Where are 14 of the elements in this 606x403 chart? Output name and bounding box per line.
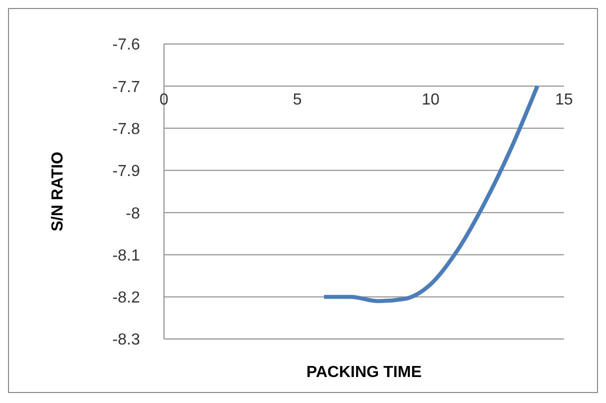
x-tick-label: 5 (292, 91, 302, 108)
x-tick-label: 10 (422, 91, 440, 108)
y-tick-label: -8.1 (112, 247, 140, 264)
x-axis-title: PACKING TIME (306, 364, 422, 381)
y-tick-label: -7.8 (112, 120, 140, 138)
x-tick-label: 15 (555, 91, 573, 108)
y-tick-label: -7.9 (112, 163, 140, 180)
y-tick-label: -8.3 (112, 332, 140, 349)
y-tick-label: -8.2 (112, 290, 140, 307)
y-axis-title: S/N RATIO (50, 152, 67, 232)
y-tick-label: -7.6 (112, 36, 140, 54)
y-tick-label: -8 (126, 205, 140, 222)
y-tick-label: -7.7 (112, 78, 140, 96)
line-series (322, 84, 540, 304)
